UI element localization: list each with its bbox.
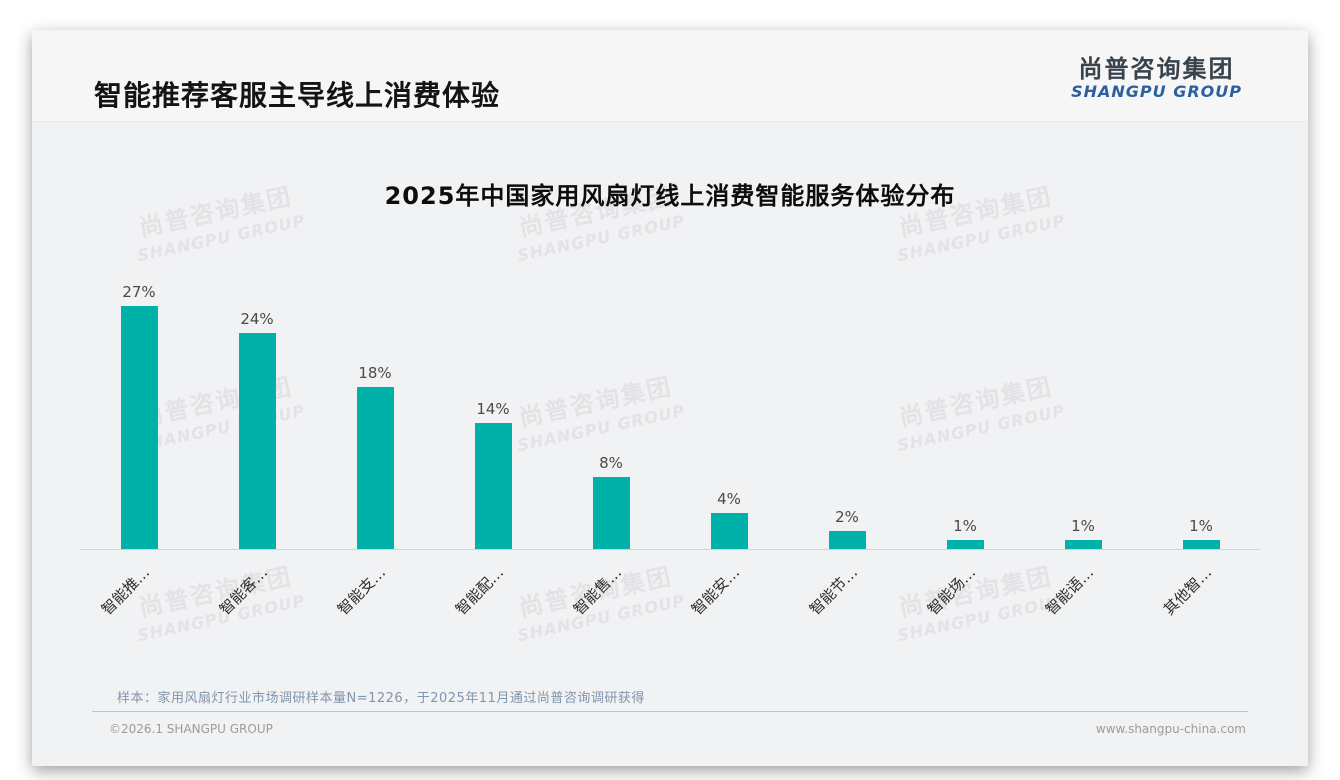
x-axis-label-cell: 智能配… xyxy=(434,552,552,647)
bar xyxy=(120,306,158,549)
bar-column: 14% xyxy=(434,270,552,549)
x-axis-label: 智能客… xyxy=(215,563,272,619)
x-axis-label-cell: 智能推… xyxy=(80,552,198,647)
bar-value-label: 1% xyxy=(1189,517,1213,535)
header-band xyxy=(32,30,1308,122)
chart-title: 2025年中国家用风扇灯线上消费智能服务体验分布 xyxy=(384,182,956,210)
bar-column: 1% xyxy=(906,270,1024,549)
bar xyxy=(828,531,866,549)
x-axis-label-cell: 智能客… xyxy=(198,552,316,647)
footer-divider xyxy=(92,711,1248,712)
x-axis-label: 智能语… xyxy=(1041,563,1098,619)
x-axis-label: 智能售… xyxy=(569,563,626,619)
x-axis-label: 智能安… xyxy=(687,563,744,619)
x-axis-labels: 智能推… 智能客… 智能支… 智能配… 智能售… 智能安… 智能节… 智能场… 智能语… 其他智… xyxy=(80,552,1260,647)
x-axis-label-cell: 智能语… xyxy=(1024,552,1142,647)
bar-value-label: 18% xyxy=(358,364,392,382)
bar-column: 27% xyxy=(80,270,198,549)
bar xyxy=(474,423,512,549)
bar-column: 2% xyxy=(788,270,906,549)
bar-value-label: 1% xyxy=(953,517,977,535)
logo-chinese-text: 尚普咨询集团 xyxy=(1078,55,1235,83)
bar-column: 1% xyxy=(1024,270,1142,549)
bar-value-label: 24% xyxy=(240,310,274,328)
bar xyxy=(238,333,276,549)
logo-english-text: SHANGPU GROUP xyxy=(1071,82,1242,102)
bar-value-label: 14% xyxy=(476,400,510,418)
bar xyxy=(946,540,984,549)
bar-column: 4% xyxy=(670,270,788,549)
bar-value-label: 8% xyxy=(599,454,623,472)
x-axis-label-cell: 智能场… xyxy=(906,552,1024,647)
bar xyxy=(1064,540,1102,549)
bar-value-label: 1% xyxy=(1071,517,1095,535)
bar-column: 1% xyxy=(1142,270,1260,549)
bar-column: 18% xyxy=(316,270,434,549)
x-axis-label-cell: 智能售… xyxy=(552,552,670,647)
bar xyxy=(1182,540,1220,549)
bar-column: 24% xyxy=(198,270,316,549)
bar-chart-plot-area: 27% 24% 18% 14% 8% 4% 2% 1% 1% 1% xyxy=(80,270,1260,550)
bar-value-label: 27% xyxy=(122,283,156,301)
x-axis-label-cell: 其他智… xyxy=(1142,552,1260,647)
x-axis-label: 智能场… xyxy=(923,563,980,619)
x-axis-label: 智能节… xyxy=(805,563,862,619)
report-slide: 尚普咨询集团 SHANGPU GROUP 尚普咨询集团 SHANGPU GROUP 尚普… xyxy=(32,30,1308,766)
x-axis-label: 其他智… xyxy=(1159,563,1216,619)
footer-copyright: ©2026.1 SHANGPU GROUP xyxy=(109,722,273,736)
footer-website: www.shangpu-china.com xyxy=(1095,722,1246,736)
x-axis-label: 智能支… xyxy=(333,563,390,619)
bar-column: 8% xyxy=(552,270,670,549)
x-axis-label-cell: 智能节… xyxy=(788,552,906,647)
bar xyxy=(710,513,748,549)
x-axis-label: 智能推… xyxy=(97,563,154,619)
bar xyxy=(592,477,630,549)
company-logo: 尚普咨询集团 SHANGPU GROUP xyxy=(1071,56,1242,101)
bar xyxy=(356,387,394,549)
sample-note: 样本：家用风扇灯行业市场调研样本量N=1226，于2025年11月通过尚普咨询调… xyxy=(117,691,645,706)
x-axis-label: 智能配… xyxy=(451,563,508,619)
x-axis-label-cell: 智能支… xyxy=(316,552,434,647)
bar-value-label: 4% xyxy=(717,490,741,508)
x-axis-label-cell: 智能安… xyxy=(670,552,788,647)
page-title: 智能推荐客服主导线上消费体验 xyxy=(94,79,501,112)
bar-value-label: 2% xyxy=(835,508,859,526)
